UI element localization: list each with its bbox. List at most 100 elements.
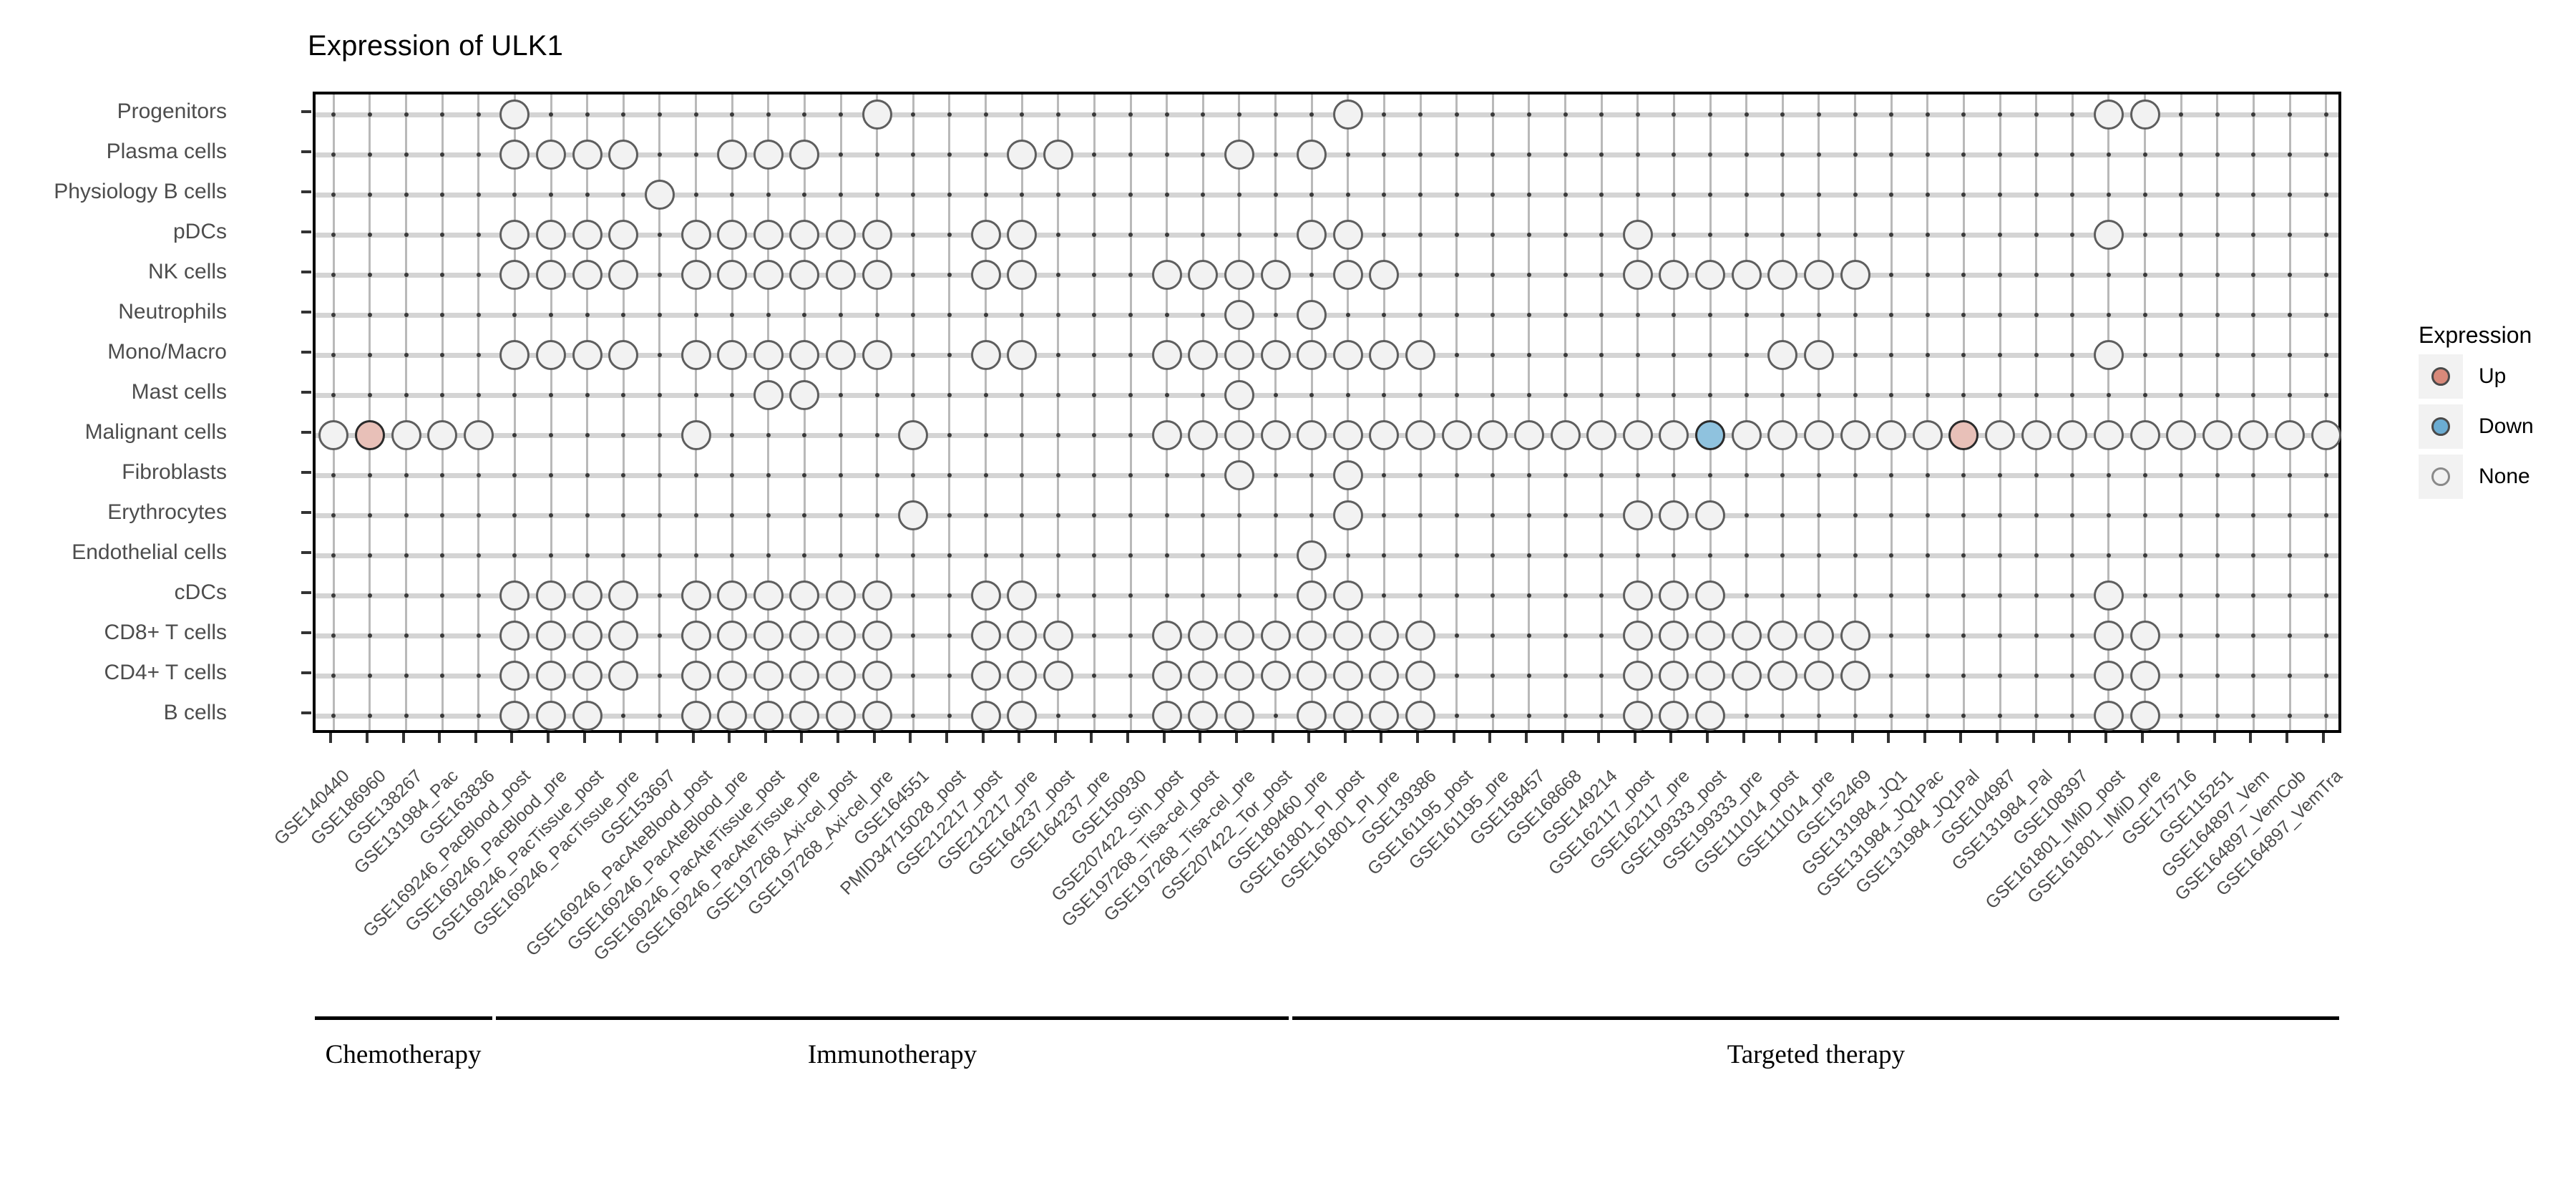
data-point[interactable] — [608, 621, 639, 651]
data-point[interactable] — [1441, 420, 1472, 450]
data-point[interactable] — [1840, 661, 1870, 691]
data-point[interactable] — [1007, 260, 1038, 290]
data-point[interactable] — [1912, 420, 1943, 450]
data-point[interactable] — [1332, 340, 1363, 370]
data-point[interactable] — [536, 140, 567, 170]
data-point[interactable] — [753, 701, 784, 731]
data-point[interactable] — [862, 701, 892, 731]
data-point[interactable] — [826, 220, 857, 250]
data-point[interactable] — [608, 140, 639, 170]
data-point[interactable] — [1622, 420, 1653, 450]
data-point[interactable] — [826, 621, 857, 651]
data-point[interactable] — [826, 260, 857, 290]
data-point[interactable] — [862, 220, 892, 250]
data-point[interactable] — [1767, 260, 1798, 290]
data-point[interactable] — [1405, 340, 1436, 370]
data-point[interactable] — [789, 661, 820, 691]
data-point[interactable] — [2093, 99, 2124, 130]
data-point[interactable] — [1369, 340, 1400, 370]
data-point[interactable] — [1369, 621, 1400, 651]
data-point[interactable] — [1297, 220, 1327, 250]
data-point[interactable] — [2238, 420, 2269, 450]
data-point[interactable] — [1260, 260, 1291, 290]
data-point[interactable] — [1803, 260, 1834, 290]
data-point[interactable] — [1767, 340, 1798, 370]
data-point[interactable] — [970, 661, 1001, 691]
data-point[interactable] — [1622, 621, 1653, 651]
data-point[interactable] — [1513, 420, 1544, 450]
data-point[interactable] — [680, 420, 711, 450]
data-point[interactable] — [970, 621, 1001, 651]
data-point[interactable] — [1332, 460, 1363, 490]
data-point[interactable] — [1695, 661, 1726, 691]
data-point[interactable] — [499, 340, 530, 370]
data-point[interactable] — [1297, 580, 1327, 611]
data-point[interactable] — [536, 621, 567, 651]
data-point[interactable] — [1695, 420, 1726, 450]
data-point[interactable] — [536, 340, 567, 370]
data-point[interactable] — [1659, 661, 1689, 691]
data-point[interactable] — [1188, 260, 1219, 290]
data-point[interactable] — [1151, 340, 1182, 370]
data-point[interactable] — [1043, 661, 1073, 691]
data-point[interactable] — [1622, 661, 1653, 691]
data-point[interactable] — [1622, 260, 1653, 290]
data-point[interactable] — [1876, 420, 1907, 450]
data-point[interactable] — [1297, 140, 1327, 170]
data-point[interactable] — [753, 260, 784, 290]
data-point[interactable] — [2093, 661, 2124, 691]
data-point[interactable] — [572, 260, 602, 290]
data-point[interactable] — [1297, 540, 1327, 570]
data-point[interactable] — [789, 621, 820, 651]
data-point[interactable] — [354, 420, 385, 450]
data-point[interactable] — [1731, 621, 1762, 651]
data-point[interactable] — [2093, 420, 2124, 450]
data-point[interactable] — [717, 701, 748, 731]
data-point[interactable] — [680, 220, 711, 250]
data-point[interactable] — [1695, 260, 1726, 290]
data-point[interactable] — [1224, 661, 1254, 691]
data-point[interactable] — [1224, 701, 1254, 731]
data-point[interactable] — [680, 580, 711, 611]
data-point[interactable] — [391, 420, 421, 450]
data-point[interactable] — [1731, 420, 1762, 450]
data-point[interactable] — [1985, 420, 2016, 450]
data-point[interactable] — [318, 420, 349, 450]
data-point[interactable] — [536, 701, 567, 731]
data-point[interactable] — [717, 220, 748, 250]
legend-item[interactable]: Up — [2419, 354, 2534, 399]
data-point[interactable] — [862, 99, 892, 130]
data-point[interactable] — [1405, 621, 1436, 651]
data-point[interactable] — [1840, 621, 1870, 651]
data-point[interactable] — [1224, 260, 1254, 290]
data-point[interactable] — [680, 701, 711, 731]
data-point[interactable] — [1767, 420, 1798, 450]
data-point[interactable] — [499, 99, 530, 130]
data-point[interactable] — [1151, 621, 1182, 651]
data-point[interactable] — [1948, 420, 1979, 450]
data-point[interactable] — [717, 621, 748, 651]
data-point[interactable] — [789, 380, 820, 410]
data-point[interactable] — [826, 340, 857, 370]
data-point[interactable] — [1803, 661, 1834, 691]
data-point[interactable] — [680, 340, 711, 370]
data-point[interactable] — [717, 340, 748, 370]
data-point[interactable] — [1767, 621, 1798, 651]
data-point[interactable] — [1297, 661, 1327, 691]
data-point[interactable] — [1224, 340, 1254, 370]
data-point[interactable] — [826, 580, 857, 611]
data-point[interactable] — [1332, 701, 1363, 731]
data-point[interactable] — [1369, 420, 1400, 450]
data-point[interactable] — [1224, 300, 1254, 330]
data-point[interactable] — [970, 580, 1001, 611]
data-point[interactable] — [1659, 701, 1689, 731]
data-point[interactable] — [2129, 99, 2160, 130]
data-point[interactable] — [717, 140, 748, 170]
data-point[interactable] — [2021, 420, 2051, 450]
data-point[interactable] — [1007, 140, 1038, 170]
data-point[interactable] — [499, 140, 530, 170]
data-point[interactable] — [2093, 701, 2124, 731]
data-point[interactable] — [1586, 420, 1617, 450]
data-point[interactable] — [862, 621, 892, 651]
data-point[interactable] — [1478, 420, 1508, 450]
